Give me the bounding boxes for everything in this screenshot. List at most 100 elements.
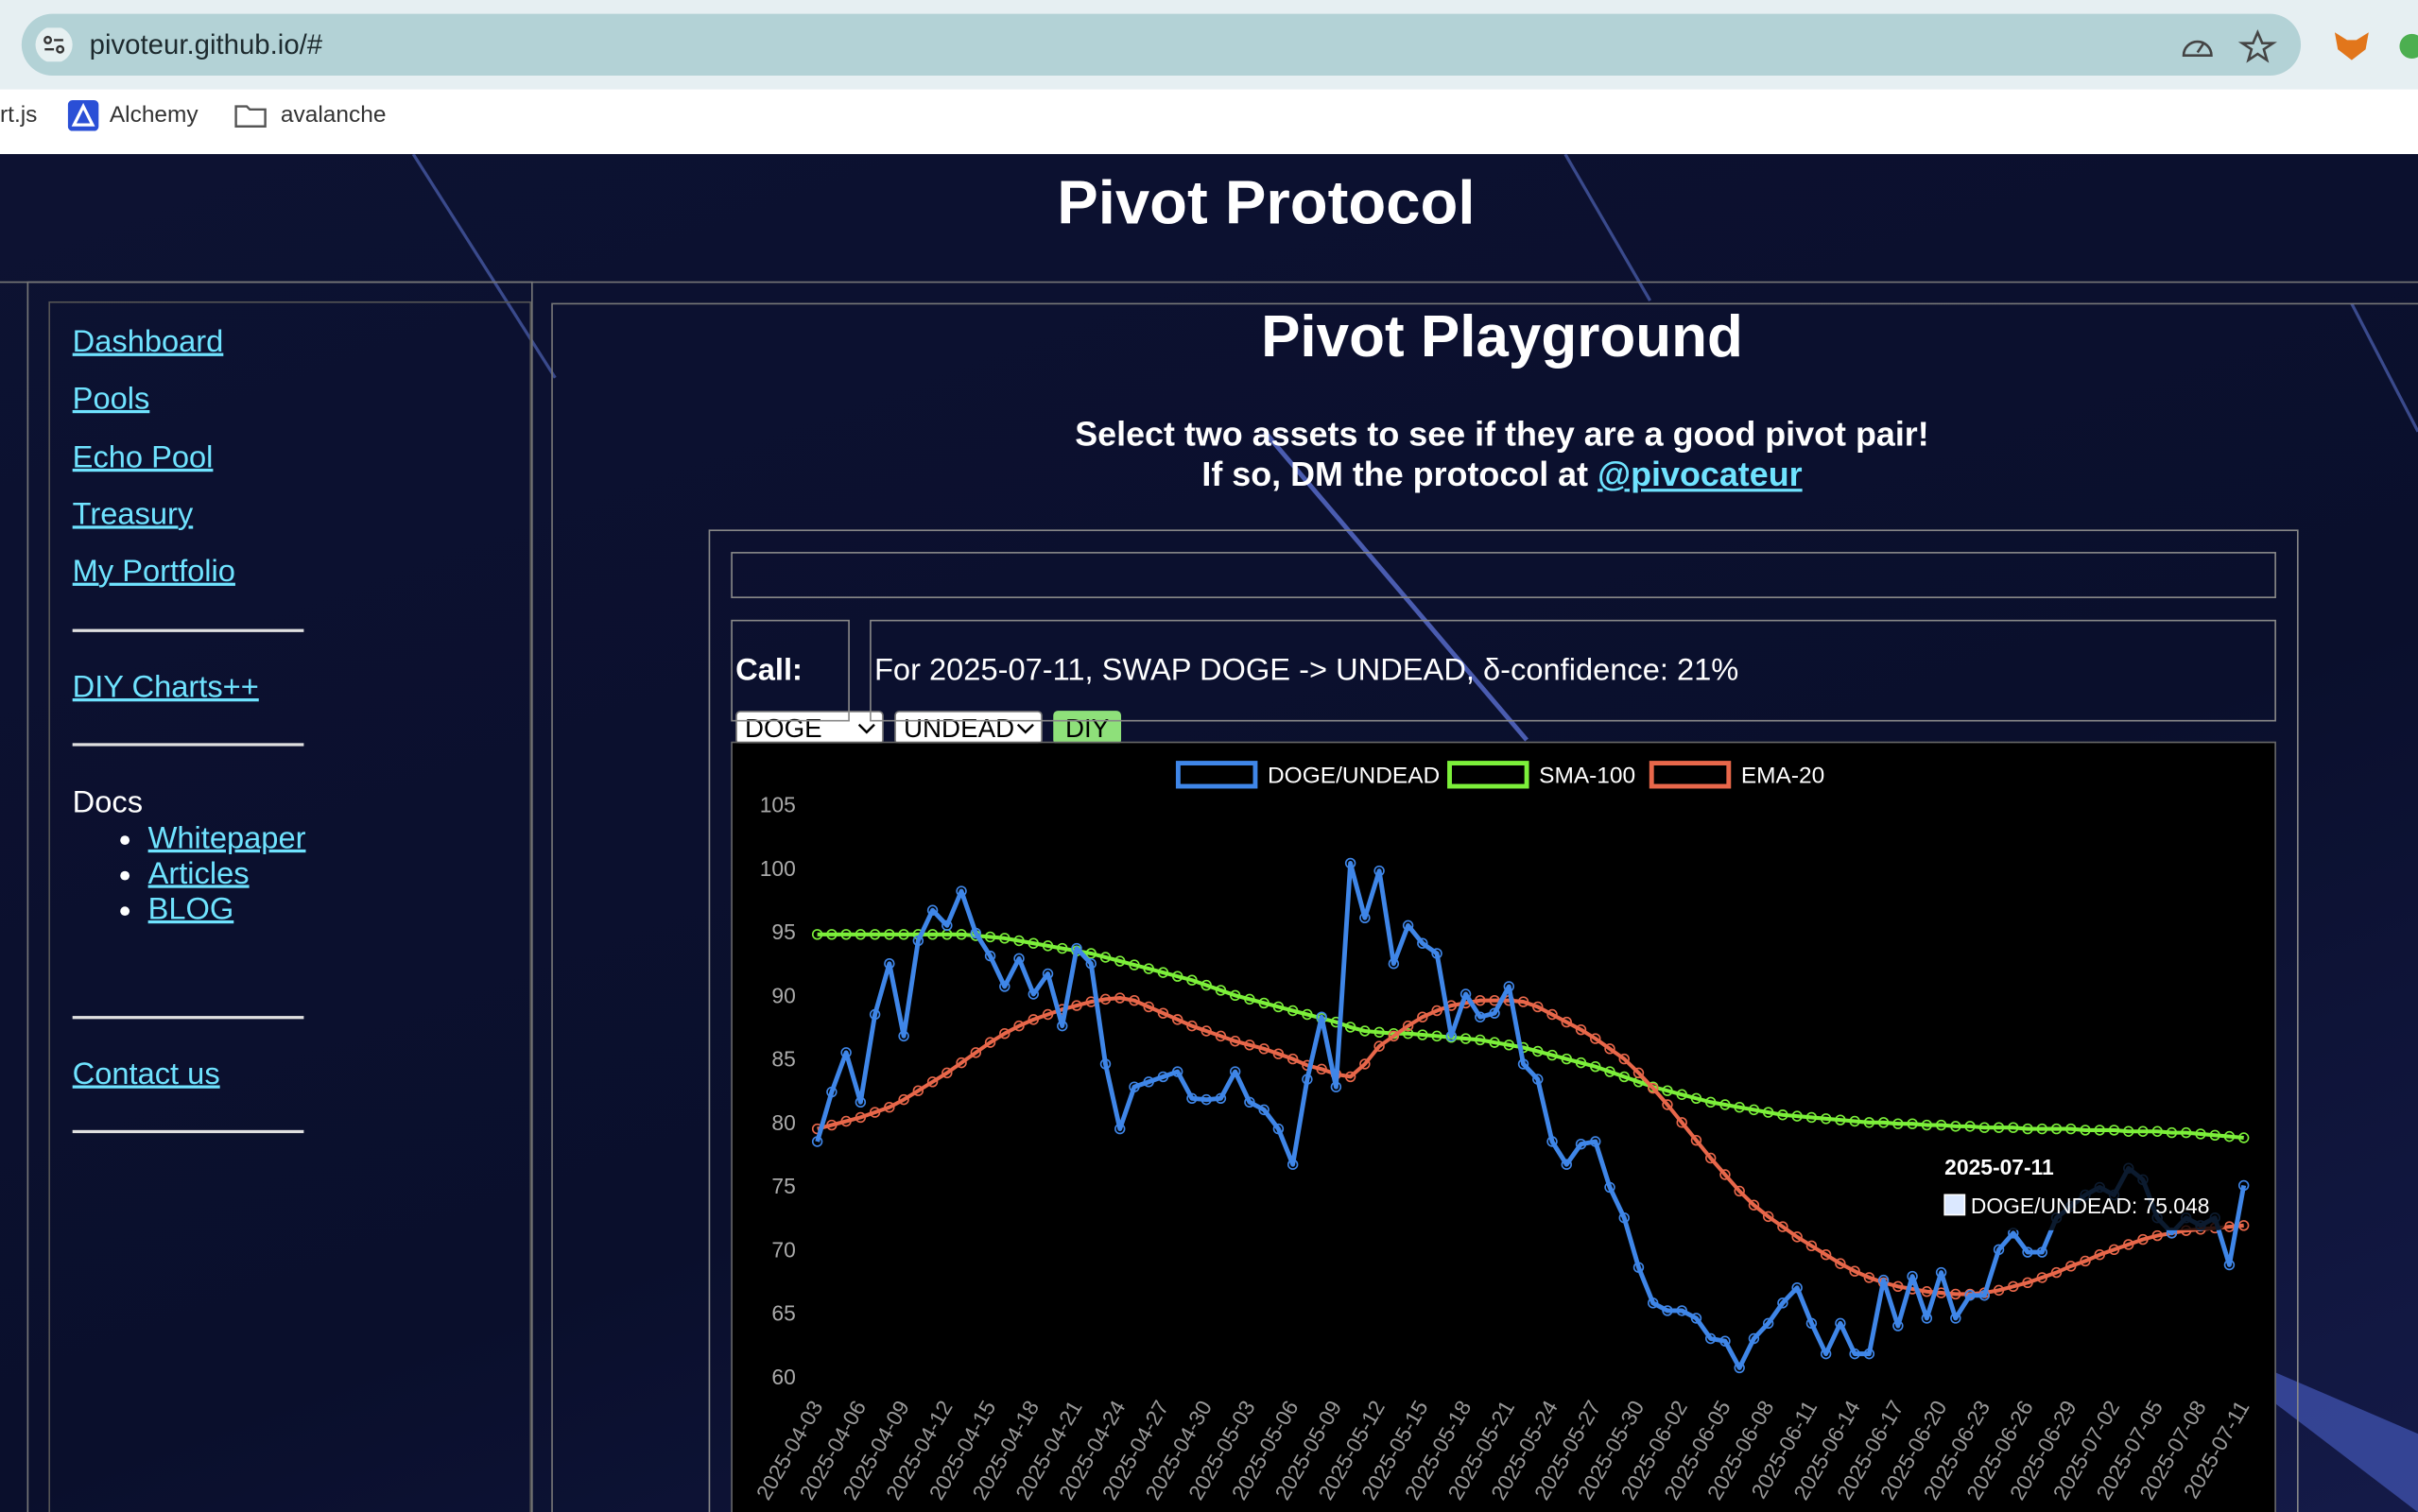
nav-link[interactable]: Pools xyxy=(72,382,150,417)
data-point xyxy=(1863,1117,1875,1128)
data-point xyxy=(840,1115,852,1127)
data-point xyxy=(1229,1036,1241,1047)
data-point xyxy=(1791,1231,1803,1243)
data-point xyxy=(2022,1246,2033,1258)
data-point xyxy=(1690,1092,1702,1104)
data-point xyxy=(1143,1001,1154,1013)
data-point xyxy=(1287,1053,1299,1065)
tooltip-swatch xyxy=(1943,1194,1966,1216)
data-point xyxy=(2108,1125,2120,1136)
y-tick-label: 100 xyxy=(760,856,796,881)
data-point xyxy=(926,904,939,916)
data-point xyxy=(1503,1040,1515,1051)
nav-link[interactable]: Echo Pool xyxy=(72,440,214,475)
data-point xyxy=(1532,1074,1544,1085)
diy-button[interactable]: DIY xyxy=(1053,711,1122,745)
data-point xyxy=(1143,963,1154,974)
data-point xyxy=(1863,1272,1875,1283)
legend-label: DOGE/UNDEAD xyxy=(1268,764,1440,789)
data-point xyxy=(855,1111,867,1124)
data-point xyxy=(1344,1071,1356,1083)
nav-link[interactable]: DIY Charts++ xyxy=(72,670,259,705)
data-point xyxy=(1690,1134,1702,1146)
data-point xyxy=(1648,1297,1659,1309)
y-tick-label: 70 xyxy=(771,1237,795,1262)
data-point xyxy=(1258,1043,1269,1055)
doc-link[interactable]: Articles xyxy=(147,857,250,891)
nav-link[interactable]: Contact us xyxy=(72,1057,220,1092)
data-point xyxy=(956,929,967,940)
data-point xyxy=(1013,953,1025,965)
data-point xyxy=(970,927,982,939)
data-point xyxy=(1849,1348,1860,1360)
asset-select[interactable]: UNDEAD xyxy=(894,711,1043,745)
data-point xyxy=(1993,1122,2005,1133)
data-point xyxy=(1057,942,1068,954)
legend-label: SMA-100 xyxy=(1539,764,1635,789)
docs-heading: Docs xyxy=(72,786,144,820)
data-point xyxy=(1287,1159,1299,1170)
data-point xyxy=(1258,997,1269,1009)
y-tick-label: 105 xyxy=(760,793,796,817)
extension-icons[interactable] xyxy=(2332,27,2418,64)
subtitle-line: If so, DM the protocol at @pivocateur xyxy=(552,455,2418,494)
data-point xyxy=(1950,1313,1961,1324)
data-point xyxy=(1042,968,1054,980)
data-point xyxy=(1013,1020,1025,1032)
data-point xyxy=(2151,1125,2163,1137)
data-point xyxy=(2036,1123,2047,1135)
data-point xyxy=(2080,1255,2091,1267)
data-point xyxy=(1734,1362,1745,1374)
data-point xyxy=(1172,971,1183,982)
data-point xyxy=(1877,1117,1890,1128)
data-point xyxy=(1546,1049,1558,1061)
doc-link[interactable]: Whitepaper xyxy=(147,821,306,856)
handle-link[interactable]: @pivocateur xyxy=(1598,455,1803,494)
data-point xyxy=(2237,1179,2250,1192)
data-point xyxy=(1907,1118,1918,1129)
legend-label: EMA-20 xyxy=(1741,764,1824,789)
data-point xyxy=(1114,1123,1126,1135)
data-point xyxy=(1820,1348,1832,1360)
data-point xyxy=(840,1047,852,1058)
doc-link[interactable]: BLOG xyxy=(147,892,234,927)
nav-link[interactable]: Dashboard xyxy=(72,325,224,360)
data-point xyxy=(1590,1060,1601,1073)
data-point xyxy=(1489,1037,1500,1048)
data-point xyxy=(826,1119,838,1131)
url[interactable]: pivoteur.github.io/# xyxy=(89,28,323,60)
bookmark[interactable]: avalanche xyxy=(280,101,387,129)
divider xyxy=(72,628,304,632)
bookmark[interactable]: Alchemy xyxy=(109,101,199,129)
data-point xyxy=(1186,1092,1198,1104)
data-point xyxy=(1042,940,1054,952)
data-point xyxy=(1172,1066,1183,1077)
data-point xyxy=(2022,1277,2033,1289)
nav-link[interactable]: My Portfolio xyxy=(72,555,235,590)
subtitle: Select two assets to see if they are a g… xyxy=(1075,414,1929,454)
data-point xyxy=(1704,1096,1717,1108)
data-point xyxy=(2065,1261,2077,1272)
data-point xyxy=(884,958,895,970)
data-point xyxy=(1835,1317,1846,1330)
bookmark[interactable]: rt.js xyxy=(0,101,38,129)
data-point xyxy=(1042,1008,1054,1021)
data-point xyxy=(1575,1138,1587,1150)
data-point xyxy=(869,1008,881,1021)
data-point xyxy=(1229,989,1241,1002)
site-info-icon[interactable] xyxy=(34,27,74,62)
nav-link[interactable]: Treasury xyxy=(72,497,194,532)
data-point xyxy=(1028,988,1039,1000)
data-point xyxy=(1618,1053,1630,1065)
data-point xyxy=(1978,1290,1991,1301)
data-point xyxy=(884,929,895,940)
address-bar[interactable] xyxy=(21,13,2302,76)
data-point xyxy=(984,1037,996,1048)
page-body: Pivot Protocol Dashboard Pools Echo Pool… xyxy=(0,154,2418,1512)
data-point xyxy=(898,1093,909,1106)
data-point xyxy=(999,933,1010,944)
data-point xyxy=(2022,1123,2033,1135)
data-point xyxy=(1964,1121,1976,1132)
data-point xyxy=(1835,1258,1846,1269)
toolbar-icons[interactable] xyxy=(2178,27,2280,64)
